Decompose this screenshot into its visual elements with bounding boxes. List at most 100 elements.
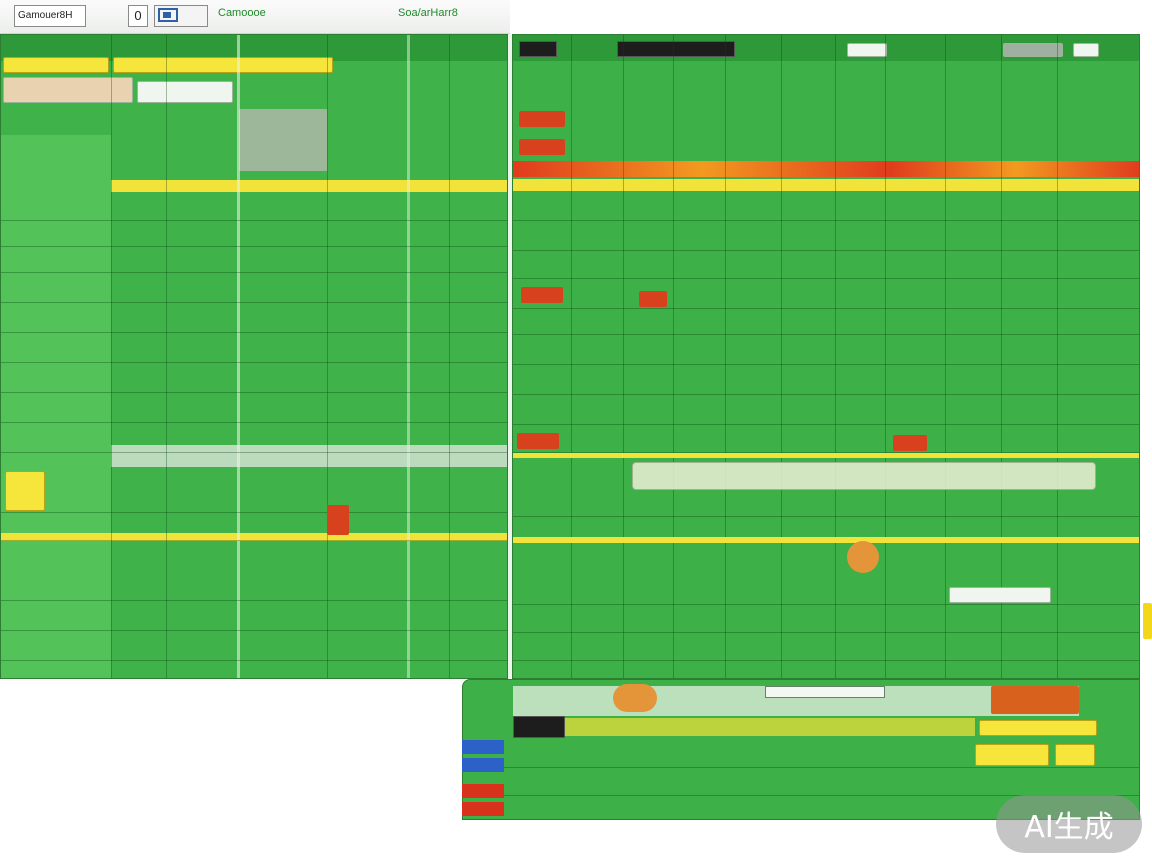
blue-flag[interactable] xyxy=(462,758,504,772)
left-row[interactable] xyxy=(1,605,507,631)
window-icon xyxy=(158,8,178,22)
left-col-line xyxy=(407,35,410,678)
right-row[interactable] xyxy=(513,579,1139,605)
right-cell-chip[interactable] xyxy=(949,587,1051,603)
right-red-marker-1 xyxy=(521,287,563,303)
right-red-marker-3 xyxy=(517,433,559,449)
left-col-line xyxy=(449,35,450,678)
left-yellow-tag-1[interactable] xyxy=(3,57,109,73)
left-row[interactable] xyxy=(1,575,507,601)
left-row[interactable] xyxy=(1,221,507,247)
right-col-line xyxy=(1057,35,1058,678)
search-label[interactable]: Camoooe xyxy=(218,7,266,19)
right-highlight-bar-2 xyxy=(513,453,1139,458)
right-row[interactable] xyxy=(513,427,1139,453)
window-icon-button[interactable] xyxy=(154,5,208,27)
right-grid-panel xyxy=(512,34,1140,679)
right-row[interactable] xyxy=(513,607,1139,633)
left-col-line xyxy=(237,35,240,678)
right-row[interactable] xyxy=(513,225,1139,251)
red-flag[interactable] xyxy=(462,802,504,816)
panel-divider[interactable] xyxy=(508,34,512,820)
blue-flag[interactable] xyxy=(462,740,504,754)
bottom-yellow-tag-3[interactable] xyxy=(1055,744,1095,766)
left-row[interactable] xyxy=(1,487,507,513)
digit-value: 0 xyxy=(134,8,142,23)
right-col-line xyxy=(781,35,782,678)
right-alert-strip xyxy=(513,161,1139,177)
toolbar-link[interactable]: Soa/arHarr8 xyxy=(398,7,458,19)
bottom-dark-label[interactable] xyxy=(513,716,565,738)
left-highlight-bar-2 xyxy=(1,533,507,541)
right-row[interactable] xyxy=(513,253,1139,279)
right-col-line xyxy=(885,35,886,678)
right-col-line xyxy=(673,35,674,678)
right-header-chip-2[interactable] xyxy=(1003,43,1063,57)
right-row[interactable] xyxy=(513,283,1139,309)
left-col-line xyxy=(111,35,112,678)
right-red-marker-4 xyxy=(893,435,927,451)
right-row[interactable] xyxy=(513,369,1139,395)
right-orange-dot xyxy=(847,541,879,573)
bottom-input-strip[interactable] xyxy=(765,686,885,698)
bottom-row[interactable] xyxy=(463,770,1139,796)
red-flag[interactable] xyxy=(462,784,504,798)
right-col-line xyxy=(945,35,946,678)
right-col-line xyxy=(623,35,624,678)
left-row[interactable] xyxy=(1,337,507,363)
right-highlight-bar-1 xyxy=(513,179,1139,191)
left-row[interactable] xyxy=(1,367,507,393)
bottom-orange-dot xyxy=(613,684,657,712)
digit-field[interactable]: 0 xyxy=(128,5,148,27)
right-row[interactable] xyxy=(513,635,1139,661)
right-row[interactable] xyxy=(513,309,1139,335)
side-scroll-handle[interactable] xyxy=(1143,603,1152,639)
app-name-field[interactable]: Gamouer8H xyxy=(14,5,86,27)
right-red-marker-2 xyxy=(639,291,667,307)
bottom-row[interactable] xyxy=(463,742,1139,768)
left-row[interactable] xyxy=(1,307,507,333)
left-row[interactable] xyxy=(1,397,507,423)
top-toolbar: Gamouer8H 0 Camoooe Soa/arHarr8 xyxy=(0,0,510,34)
floating-info-bar[interactable] xyxy=(632,462,1096,490)
right-col-line xyxy=(571,35,572,678)
app-name: Gamouer8H xyxy=(18,10,73,21)
left-yellow-tag-2[interactable] xyxy=(113,57,333,73)
left-thumbnail xyxy=(3,77,133,103)
right-row[interactable] xyxy=(513,491,1139,517)
left-col-line xyxy=(166,35,167,678)
right-col-line xyxy=(725,35,726,678)
right-header-button-1[interactable] xyxy=(519,41,557,57)
right-red-tag-2 xyxy=(519,139,565,155)
right-header-chip-3[interactable] xyxy=(1073,43,1099,57)
left-grid-panel xyxy=(0,34,508,679)
ai-generated-watermark: AI生成 xyxy=(996,795,1142,853)
bottom-yellow-tag-2[interactable] xyxy=(975,744,1049,766)
left-yellow-marker xyxy=(5,471,45,511)
left-header-row xyxy=(1,35,507,61)
left-col-line xyxy=(327,35,328,678)
left-red-marker xyxy=(327,505,349,535)
left-row[interactable] xyxy=(1,427,507,453)
left-row[interactable] xyxy=(1,635,507,661)
right-header-chip-1[interactable] xyxy=(847,43,887,57)
bottom-red-block xyxy=(991,686,1079,714)
right-header-button-2[interactable] xyxy=(617,41,735,57)
right-highlight-bar-3 xyxy=(513,537,1139,543)
left-row[interactable] xyxy=(1,515,507,541)
left-row[interactable] xyxy=(1,277,507,303)
bottom-yellow-tag-1[interactable] xyxy=(979,720,1097,736)
left-info-box xyxy=(137,81,233,103)
right-row[interactable] xyxy=(513,339,1139,365)
right-header-row xyxy=(513,35,1139,61)
right-red-tag-1 xyxy=(519,111,565,127)
left-image-block xyxy=(239,109,327,171)
left-row[interactable] xyxy=(1,247,507,273)
left-sidebar xyxy=(1,135,111,678)
right-row[interactable] xyxy=(513,195,1139,221)
right-row[interactable] xyxy=(513,399,1139,425)
right-col-line xyxy=(1001,35,1002,678)
right-col-line xyxy=(835,35,836,678)
left-row[interactable] xyxy=(1,195,507,221)
